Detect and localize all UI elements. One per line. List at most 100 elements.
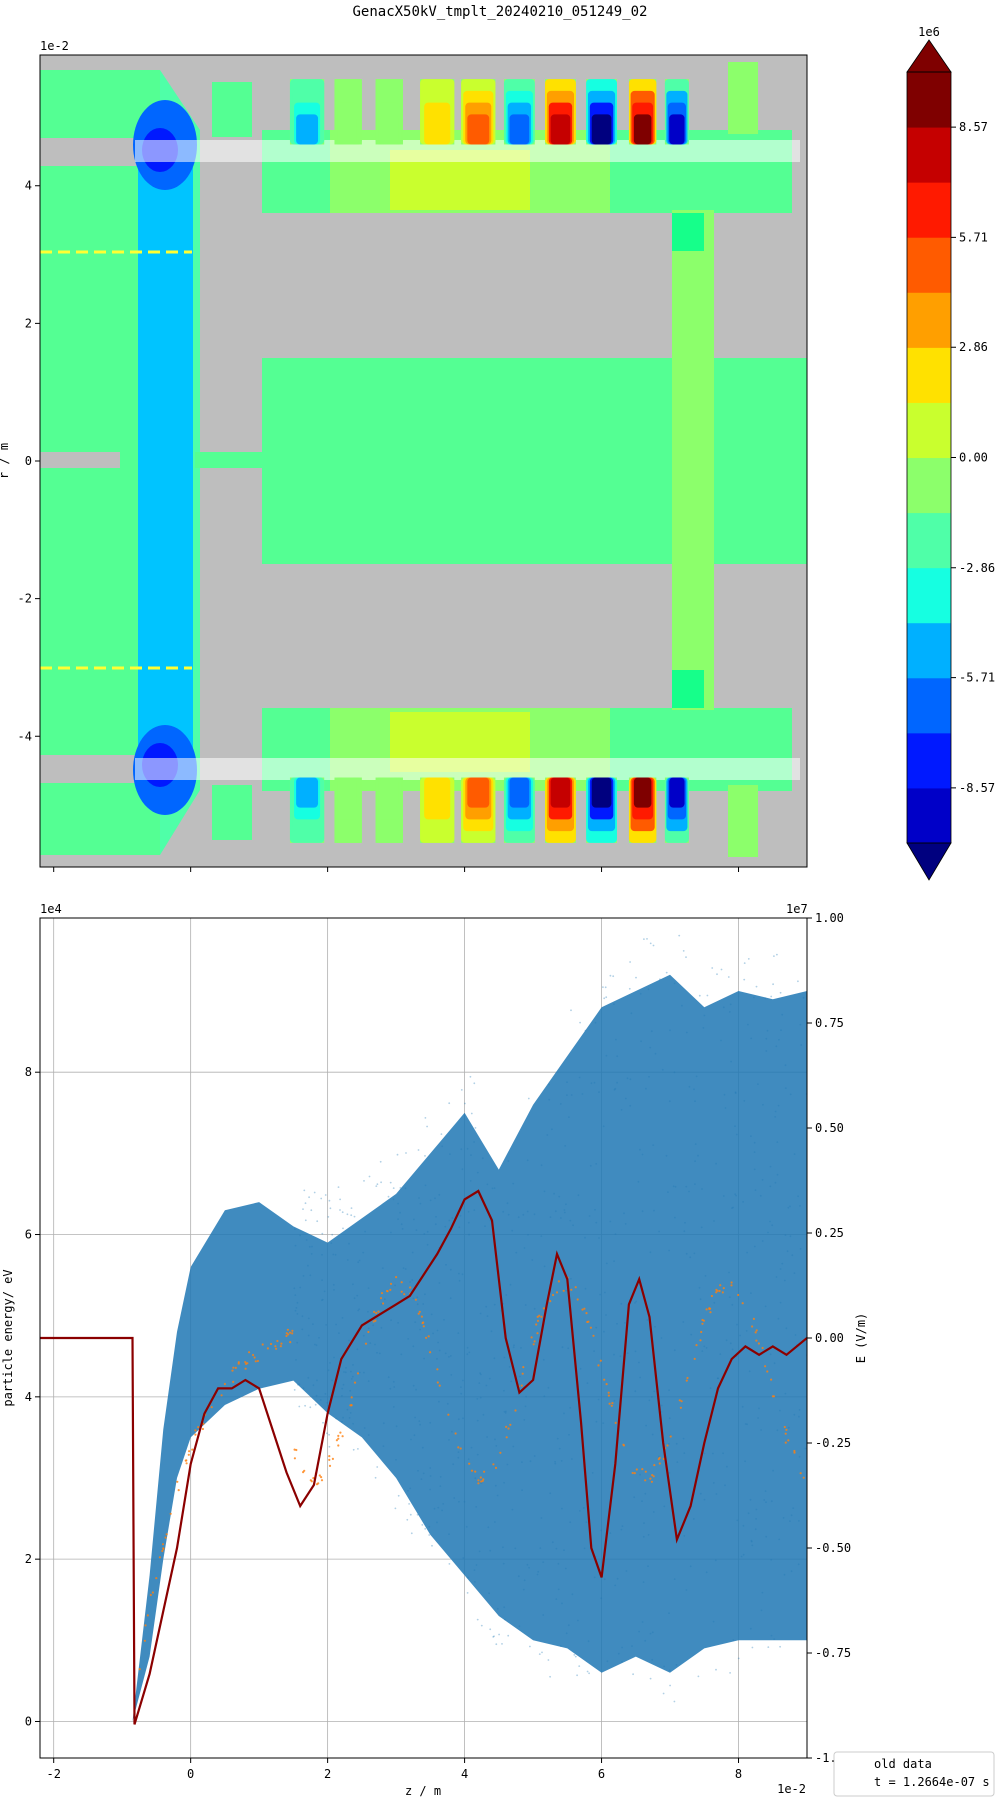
particle-point — [485, 1305, 488, 1308]
reference-particle-point — [317, 1482, 320, 1485]
reference-particle-point — [414, 1298, 417, 1301]
reference-particle-point — [253, 1356, 256, 1359]
particle-point — [646, 938, 648, 940]
reference-particle-point — [337, 1437, 340, 1440]
particle-point — [315, 1394, 318, 1397]
reference-particle-point — [389, 1282, 393, 1285]
particle-point — [474, 1127, 477, 1129]
particle-point — [375, 1185, 378, 1187]
particle-point — [660, 1411, 663, 1413]
particle-point — [324, 1393, 327, 1395]
particle-point — [351, 1375, 354, 1378]
particle-point — [382, 1422, 385, 1425]
particle-point — [683, 1452, 686, 1454]
particle-point — [732, 1639, 735, 1641]
reference-particle-point — [244, 1361, 247, 1364]
particle-point — [566, 1081, 568, 1084]
particle-point — [507, 1213, 510, 1216]
particle-point — [724, 1484, 726, 1487]
particle-point — [295, 1359, 297, 1361]
particle-point — [673, 982, 676, 985]
particle-point — [342, 1383, 345, 1386]
particle-point — [674, 1216, 676, 1219]
reference-particle-point — [328, 1464, 332, 1467]
particle-point — [293, 1389, 296, 1391]
particle-point — [357, 1309, 360, 1312]
particle-point — [358, 1371, 361, 1374]
reference-particle-point — [538, 1314, 541, 1317]
reference-particle-point — [246, 1362, 249, 1365]
x-tick-label: -2 — [46, 1767, 60, 1781]
reference-particle-point — [197, 1426, 200, 1429]
reference-particle-point — [320, 1479, 324, 1482]
particle-point — [352, 1283, 354, 1286]
particle-point — [429, 1199, 432, 1202]
reference-particle-point — [417, 1312, 420, 1315]
particle-point — [792, 1507, 795, 1509]
particle-point — [328, 1445, 331, 1448]
particle-point — [784, 1087, 787, 1089]
particle-point — [473, 1209, 476, 1211]
particle-point — [348, 1339, 350, 1342]
reference-particle-point — [210, 1406, 213, 1409]
particle-point — [651, 1631, 654, 1634]
particle-point — [470, 1112, 473, 1115]
particle-point — [511, 1508, 514, 1511]
particle-point — [690, 1333, 693, 1336]
particle-point — [804, 1447, 807, 1450]
particle-point — [467, 1458, 470, 1460]
particle-point — [356, 1348, 359, 1351]
particle-point — [604, 986, 607, 989]
particle-point — [526, 1210, 529, 1213]
particle-point — [617, 1652, 620, 1655]
reference-particle-points — [138, 1276, 805, 1671]
particle-point — [766, 1029, 769, 1032]
particle-point — [357, 1448, 359, 1450]
particle-point — [569, 1521, 572, 1524]
particle-point — [419, 1423, 421, 1426]
particle-point — [573, 1654, 576, 1656]
particle-point — [496, 1494, 499, 1497]
reference-particle-point — [586, 1320, 589, 1324]
reference-particle-point — [741, 1302, 744, 1305]
particle-point — [451, 1217, 454, 1219]
particle-point — [468, 1351, 471, 1354]
reference-particle-point — [187, 1453, 190, 1456]
particle-point — [444, 1225, 447, 1228]
particle-point — [443, 1318, 445, 1321]
particle-point — [493, 1635, 495, 1638]
particle-point — [432, 1332, 434, 1335]
particle-point — [734, 1092, 737, 1094]
particle-point — [496, 1607, 499, 1610]
particle-point — [412, 1384, 415, 1387]
y2-axis-label: E (V/m) — [854, 1313, 868, 1364]
particle-point — [423, 1233, 426, 1235]
particle-point — [787, 1206, 790, 1209]
particle-point — [536, 1573, 539, 1576]
particle-point — [652, 1144, 655, 1146]
particle-point — [417, 1149, 420, 1151]
reference-particle-point — [164, 1536, 167, 1539]
reference-particle-point — [266, 1347, 269, 1350]
particle-point — [504, 1412, 507, 1414]
particle-point — [797, 1195, 799, 1198]
particle-point — [310, 1209, 313, 1212]
particle-point — [685, 1185, 688, 1188]
particle-point — [620, 1109, 623, 1111]
particle-point — [372, 1324, 375, 1327]
particle-point — [709, 1387, 712, 1389]
particle-point — [704, 1275, 707, 1277]
particle-point — [503, 1389, 505, 1392]
particle-point — [426, 1230, 429, 1233]
particle-point — [754, 1189, 757, 1191]
particle-point — [553, 1192, 555, 1195]
particle-point — [647, 988, 650, 991]
colorbar-segment — [907, 347, 951, 403]
particle-point — [568, 1433, 570, 1436]
particle-point — [586, 1670, 589, 1673]
particle-point — [493, 1303, 496, 1306]
reference-particle-point — [644, 1470, 647, 1473]
particle-point — [393, 1386, 396, 1388]
particle-point — [353, 1297, 356, 1300]
particle-point — [775, 1045, 778, 1048]
